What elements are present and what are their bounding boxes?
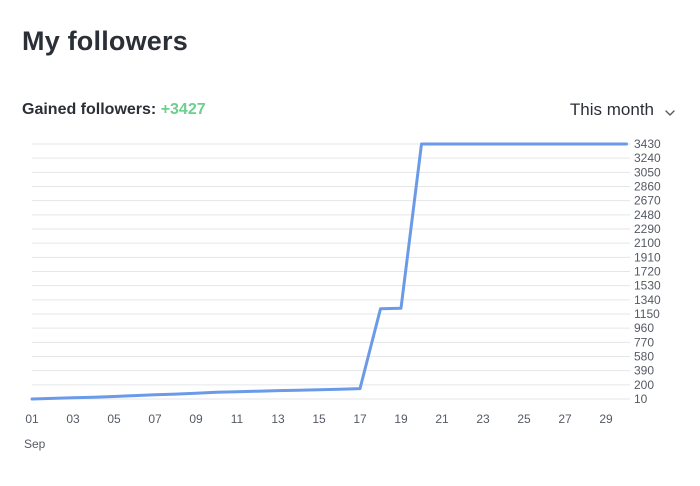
y-tick-label: 3430 xyxy=(634,137,661,151)
y-tick-label: 2100 xyxy=(634,236,661,250)
x-tick-label: 01 xyxy=(25,412,39,426)
y-tick-label: 580 xyxy=(634,350,654,364)
x-tick-label: 11 xyxy=(231,412,244,426)
y-tick-label: 770 xyxy=(634,335,654,349)
x-tick-label: 17 xyxy=(353,412,367,426)
gained-followers-value: +3427 xyxy=(160,101,206,118)
x-tick-label: 19 xyxy=(394,412,408,426)
y-axis-ticks: 1020039058077096011501340153017201910210… xyxy=(634,137,661,406)
y-tick-label: 2480 xyxy=(634,208,661,222)
y-tick-label: 2290 xyxy=(634,222,661,236)
x-tick-label: 15 xyxy=(312,412,326,426)
y-tick-label: 1150 xyxy=(634,307,660,321)
y-tick-label: 1530 xyxy=(634,279,661,293)
x-axis-month-label: Sep xyxy=(24,437,46,451)
y-tick-label: 2860 xyxy=(634,180,661,194)
gained-followers-summary: Gained followers: +3427 xyxy=(22,101,206,119)
y-tick-label: 1910 xyxy=(634,250,661,264)
period-dropdown[interactable]: This month xyxy=(570,100,676,120)
followers-line-chart: 1020039058077096011501340153017201910210… xyxy=(25,137,661,426)
page-title: My followers xyxy=(22,26,188,56)
x-tick-label: 25 xyxy=(517,412,531,426)
y-tick-label: 200 xyxy=(634,378,654,392)
x-tick-label: 27 xyxy=(558,412,572,426)
x-tick-label: 09 xyxy=(189,412,203,426)
y-tick-label: 2670 xyxy=(634,194,661,208)
y-tick-label: 3050 xyxy=(634,165,661,179)
y-tick-label: 1720 xyxy=(634,265,661,279)
y-tick-label: 3240 xyxy=(634,151,661,165)
x-tick-label: 05 xyxy=(107,412,121,426)
x-tick-label: 13 xyxy=(271,412,285,426)
x-axis-ticks: 01 03 05 07 09 11 13 15 17 19 21 23 25 27 29 xyxy=(25,412,613,426)
x-tick-label: 23 xyxy=(476,412,490,426)
y-tick-label: 390 xyxy=(634,364,654,378)
period-dropdown-label: This month xyxy=(569,100,654,119)
followers-series-line xyxy=(30,142,628,401)
x-tick-label: 07 xyxy=(148,412,162,426)
y-tick-label: 960 xyxy=(634,321,654,335)
gained-followers-label: Gained followers: xyxy=(22,101,161,118)
x-tick-label: 03 xyxy=(66,412,80,426)
chevron-down-icon xyxy=(664,104,676,116)
y-tick-label: 1340 xyxy=(634,293,661,307)
y-tick-label: 10 xyxy=(634,392,648,406)
x-tick-label: 21 xyxy=(435,412,449,426)
chart-grid xyxy=(32,143,630,400)
x-tick-label: 29 xyxy=(599,412,613,426)
chart-series xyxy=(30,142,628,401)
